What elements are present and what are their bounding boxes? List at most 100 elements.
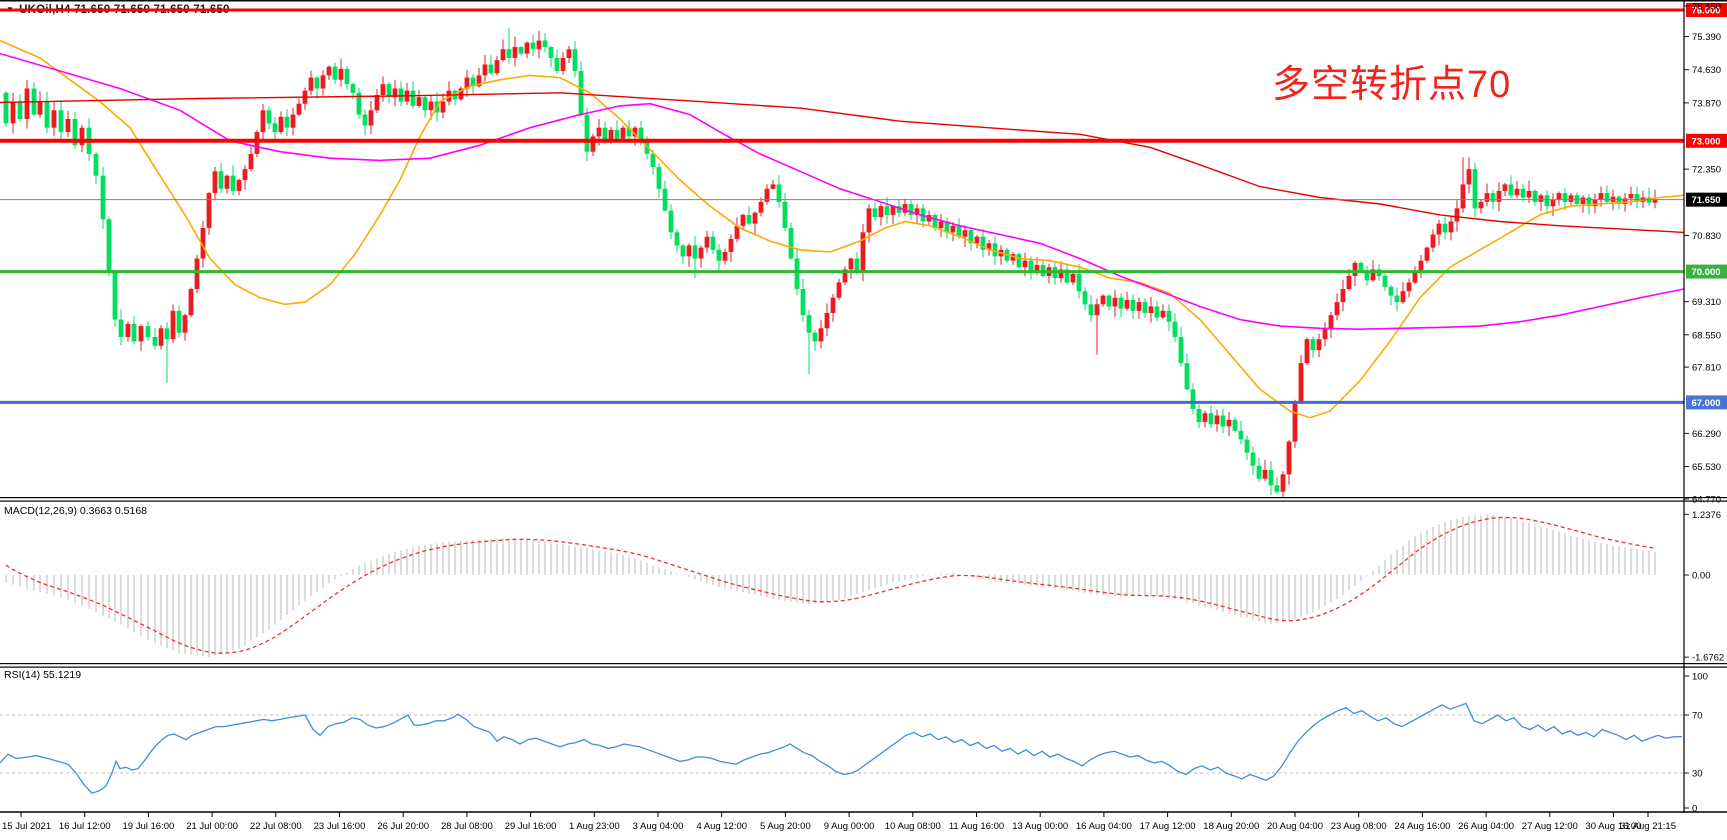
rsi-tick-label: 70 [1692,711,1703,722]
time-axis[interactable]: 15 Jul 2021 16 Jul 12:00 19 Jul 16:00 21 Ju… [0,811,1727,832]
candle [1274,476,1280,495]
candle [1472,162,1478,218]
candle [1382,273,1388,291]
candle [956,218,962,239]
candle [1184,353,1190,391]
macd-tick-label: 0.00 [1692,571,1711,582]
candle [1364,265,1370,286]
candle [1508,175,1514,199]
candle [788,222,794,260]
candle [314,76,320,99]
candle [848,257,854,279]
candle [24,80,30,129]
candle [1550,193,1556,216]
candle [668,204,674,240]
price-badge-label: 76.000 [1691,6,1720,17]
price-badge-label: 73.000 [1691,136,1720,147]
candle [818,319,824,349]
candle [800,278,806,323]
price-badge [1686,133,1727,148]
candle [884,196,890,224]
time-label: 10 Aug 08:00 [885,821,941,832]
candle [758,197,764,217]
time-label: 20 Aug 04:00 [1267,821,1323,832]
time-label: 22 Jul 08:00 [250,821,302,832]
candle [1532,189,1538,206]
candle [560,52,566,75]
candle [1220,408,1226,434]
candle [806,309,812,375]
candle [698,245,704,268]
candle [950,221,956,242]
time-label: 28 Jul 08:00 [441,821,493,832]
time-label: 3 Aug 04:00 [633,821,684,832]
candle [368,100,374,135]
candle [224,174,230,194]
time-label: 24 Aug 16:00 [1394,821,1450,832]
candle [1520,183,1526,202]
candle [1142,298,1148,318]
time-label: 4 Aug 12:00 [696,821,747,832]
time-label: 21 Jul 00:00 [186,821,238,832]
candle [1292,399,1298,448]
panel-divider [0,663,1727,665]
candle [1214,409,1220,432]
candle [248,144,254,172]
candle [1406,278,1412,298]
candle [656,163,662,198]
price-badge-label: 67.000 [1691,398,1720,409]
candle [272,117,278,140]
candle [1448,215,1454,241]
candle [998,245,1004,265]
candle [986,240,992,257]
candle [278,111,284,134]
candle [422,95,428,118]
candle [1328,311,1334,339]
candle [1202,410,1208,428]
ma-line-slow [0,92,1685,234]
candle [1136,297,1142,319]
candle [1148,296,1154,323]
candle [614,120,620,141]
rsi-panel: 100 70 30 0 [0,672,1708,815]
level-lines[interactable]: 76.000 73.000 71.650 70.000 67.000 [0,3,1727,410]
candle [1454,200,1460,232]
candle [1250,446,1256,476]
candle [1028,256,1034,280]
time-label: 29 Jul 16:00 [505,821,557,832]
candle [1178,327,1184,367]
candle [1106,294,1112,311]
candle [1208,405,1214,428]
candle [572,41,578,78]
candle [1514,180,1520,199]
macd-signal-line [5,516,1656,654]
candle [506,27,512,64]
rsi-line [0,702,1683,795]
candle [1262,460,1268,482]
candle [79,124,85,153]
text-annotation[interactable]: 多空转折点70 [1272,64,1512,106]
candle [1436,219,1442,245]
candle [734,217,740,243]
candle [842,266,848,286]
time-label: 13 Aug 00:00 [1012,821,1068,832]
candle [470,74,476,94]
candle [812,330,818,351]
price-tick-label: 68.550 [1692,330,1721,341]
candle [182,313,188,341]
candle [218,163,224,194]
candle [1100,294,1106,307]
candle [680,243,686,264]
candle [1304,337,1310,366]
time-label: 18 Aug 20:00 [1203,821,1259,832]
candle [1196,404,1202,429]
candle [650,149,656,175]
price-axis[interactable]: 76.150 75.390 74.630 73.870 72.350 70.830 69.3… [1683,0,1721,813]
candle [194,254,200,294]
time-label: 23 Aug 08:00 [1331,821,1387,832]
candle [1538,193,1544,211]
macd-indicator-label: MACD(12,26,9) 0.3663 0.5168 [4,505,148,517]
time-label: 27 Aug 12:00 [1522,821,1578,832]
candle [1544,190,1550,215]
